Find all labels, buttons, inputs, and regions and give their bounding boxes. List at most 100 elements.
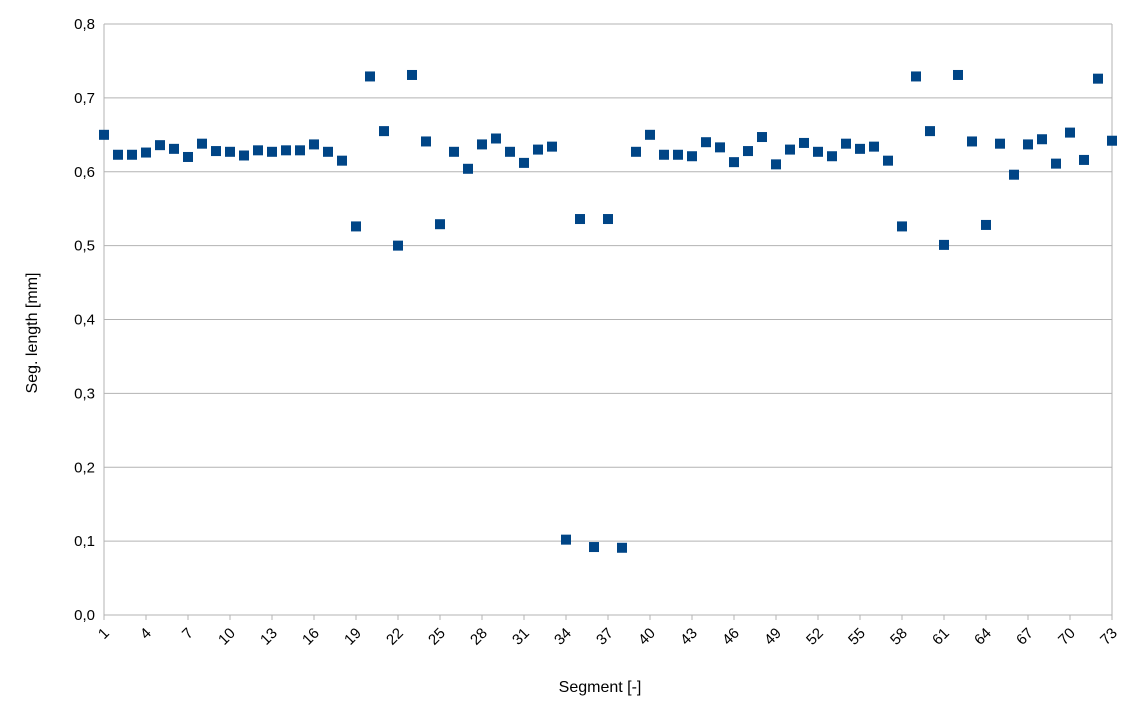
data-points bbox=[99, 69, 1117, 553]
data-point bbox=[995, 138, 1005, 149]
x-tick-label: 31 bbox=[509, 625, 533, 649]
data-point bbox=[673, 149, 683, 160]
data-point bbox=[659, 149, 669, 160]
data-point bbox=[267, 146, 277, 157]
y-tick-label: 0,4 bbox=[74, 312, 95, 329]
data-point bbox=[729, 157, 739, 168]
data-point bbox=[211, 146, 221, 157]
x-tick-label: 46 bbox=[719, 625, 743, 649]
data-point bbox=[505, 146, 515, 157]
data-point bbox=[603, 214, 613, 225]
data-point bbox=[351, 221, 361, 232]
data-point bbox=[1107, 135, 1117, 146]
y-axis-title: Seg. length [mm] bbox=[24, 273, 41, 394]
data-point bbox=[645, 129, 655, 140]
data-point bbox=[519, 157, 529, 168]
data-point bbox=[897, 221, 907, 232]
data-point bbox=[1009, 169, 1019, 180]
data-point bbox=[393, 240, 403, 251]
data-point bbox=[687, 151, 697, 162]
x-tick-label: 22 bbox=[383, 625, 407, 649]
x-tick-label: 55 bbox=[845, 625, 869, 649]
data-point bbox=[337, 155, 347, 166]
data-point bbox=[169, 143, 179, 154]
data-point bbox=[547, 141, 557, 152]
data-point bbox=[281, 145, 291, 156]
x-tick-label: 13 bbox=[257, 625, 281, 649]
data-point bbox=[869, 141, 879, 152]
x-tick-label: 67 bbox=[1013, 625, 1037, 649]
x-axis-title: Segment [-] bbox=[559, 679, 642, 696]
data-point bbox=[771, 159, 781, 170]
data-point bbox=[981, 219, 991, 230]
data-point bbox=[463, 163, 473, 174]
data-point bbox=[1093, 73, 1103, 84]
y-tick-label: 0,7 bbox=[74, 90, 95, 107]
data-point bbox=[477, 139, 487, 150]
x-tick-label: 34 bbox=[551, 625, 575, 649]
data-point bbox=[855, 143, 865, 154]
data-point bbox=[127, 149, 137, 160]
data-point bbox=[561, 534, 571, 545]
data-point bbox=[253, 145, 263, 156]
x-tick-label: 49 bbox=[761, 625, 785, 649]
x-tick-label: 19 bbox=[341, 625, 365, 649]
axes bbox=[103, 24, 1113, 620]
data-point bbox=[911, 71, 921, 82]
data-point bbox=[239, 150, 249, 161]
y-tick-labels: 0,0 0,1 0,2 0,3 0,4 0,5 0,6 0,7 0,8 bbox=[74, 16, 95, 624]
x-tick-label: 37 bbox=[593, 625, 617, 649]
data-point bbox=[925, 126, 935, 137]
y-tick-label: 0,2 bbox=[74, 459, 95, 476]
data-point bbox=[939, 239, 949, 250]
data-point bbox=[631, 146, 641, 157]
data-point bbox=[533, 144, 543, 155]
data-point bbox=[1065, 127, 1075, 138]
data-point bbox=[197, 138, 207, 149]
data-point bbox=[715, 142, 725, 153]
x-tick-label: 52 bbox=[803, 625, 827, 649]
data-point bbox=[379, 126, 389, 137]
x-tick-label: 70 bbox=[1055, 625, 1079, 649]
data-point bbox=[309, 139, 319, 150]
data-point bbox=[953, 69, 963, 80]
x-tick-label: 7 bbox=[179, 625, 197, 643]
y-tick-label: 0,6 bbox=[74, 164, 95, 181]
x-tick-label: 16 bbox=[299, 625, 323, 649]
gridlines bbox=[104, 23, 1112, 542]
data-point bbox=[1079, 154, 1089, 165]
data-point bbox=[141, 147, 151, 158]
data-point bbox=[113, 149, 123, 160]
x-tick-labels: 1 4 7 10 13 16 19 22 25 28 31 34 37 40 43 46 49 52 55 58 61 6… bbox=[95, 625, 1121, 649]
data-point bbox=[757, 132, 767, 143]
data-point bbox=[1037, 134, 1047, 145]
data-point bbox=[99, 129, 109, 140]
data-point bbox=[155, 140, 165, 151]
y-tick-label: 0,0 bbox=[74, 607, 95, 624]
data-point bbox=[365, 71, 375, 82]
x-tick-label: 58 bbox=[887, 625, 911, 649]
data-point bbox=[435, 219, 445, 230]
data-point bbox=[491, 133, 501, 144]
data-point bbox=[617, 542, 627, 553]
x-tick-label: 40 bbox=[635, 625, 659, 649]
y-tick-label: 0,3 bbox=[74, 385, 95, 402]
data-point bbox=[743, 146, 753, 157]
data-point bbox=[827, 151, 837, 162]
data-point bbox=[225, 146, 235, 157]
x-tick-label: 61 bbox=[929, 625, 953, 649]
y-tick-label: 0,5 bbox=[74, 238, 95, 255]
data-point bbox=[701, 137, 711, 148]
data-point bbox=[813, 146, 823, 157]
data-point bbox=[589, 542, 599, 553]
x-tick-label: 1 bbox=[95, 625, 113, 643]
data-point bbox=[421, 136, 431, 147]
x-tick-label: 25 bbox=[425, 625, 449, 649]
data-point bbox=[295, 145, 305, 156]
data-point bbox=[1051, 158, 1061, 169]
x-tick-label: 4 bbox=[137, 625, 155, 643]
data-point bbox=[449, 146, 459, 157]
data-point bbox=[183, 151, 193, 162]
x-tick-label: 43 bbox=[677, 625, 701, 649]
